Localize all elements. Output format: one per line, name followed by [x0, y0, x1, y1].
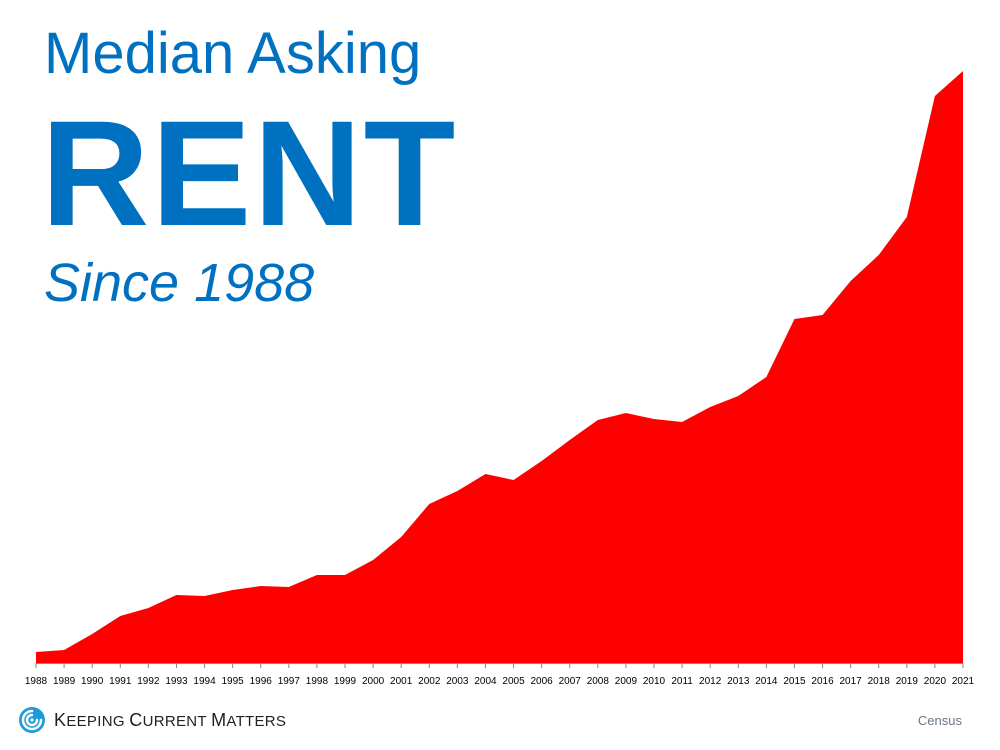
logo-letter: C	[129, 709, 143, 730]
x-tick-label: 1992	[137, 676, 160, 687]
x-tick-label: 1988	[25, 676, 48, 687]
logo-letter: K	[54, 709, 67, 730]
x-tick-label: 1998	[306, 676, 329, 687]
x-tick-label: 2014	[755, 676, 778, 687]
x-axis-labels: 1988 1989 1990 1991 1992 1993 1994 1995 1996 1997…	[25, 676, 975, 687]
logo-letters: EEPING	[66, 712, 130, 730]
x-tick-label: 2010	[643, 676, 666, 687]
x-tick-label: 1994	[193, 676, 216, 687]
x-tick-label: 1990	[81, 676, 104, 687]
x-tick-label: 2018	[868, 676, 891, 687]
x-tick-label: 2000	[362, 676, 385, 687]
x-tick-label: 1995	[222, 676, 245, 687]
x-tick-label: 1999	[334, 676, 357, 687]
x-tick-label: 2008	[587, 676, 610, 687]
x-tick-label: 2015	[783, 676, 806, 687]
logo-text: KEEPING CURRENT MATTERS	[54, 710, 286, 731]
x-tick-label: 2002	[418, 676, 441, 687]
x-tick-label: 1991	[109, 676, 132, 687]
x-tick-label: 2006	[531, 676, 554, 687]
x-tick-label: 1993	[165, 676, 188, 687]
x-tick-label: 2012	[699, 676, 722, 687]
title-median-asking: Median Asking	[44, 21, 422, 86]
x-tick-label: 2009	[615, 676, 638, 687]
title-since-1988: Since 1988	[44, 253, 315, 313]
rent-area-series	[36, 71, 963, 663]
x-tick-label: 1996	[250, 676, 273, 687]
x-tick-label: 2016	[811, 676, 834, 687]
x-tick-label: 2017	[840, 676, 863, 687]
x-tick-label: 2020	[924, 676, 947, 687]
area-chart: 1988 1989 1990 1991 1992 1993 1994 1995 1996 1997…	[25, 71, 975, 687]
title-rent: RENT	[41, 89, 458, 257]
x-tick-label: 2021	[952, 676, 975, 687]
swirl-icon	[19, 707, 45, 733]
x-tick-label: 2019	[896, 676, 919, 687]
x-tick-label: 2005	[502, 676, 525, 687]
x-tick-label: 1989	[53, 676, 76, 687]
x-tick-label: 2001	[390, 676, 413, 687]
logo-letters: URRENT	[142, 712, 212, 730]
x-tick-label: 1997	[278, 676, 301, 687]
kcm-logo: KEEPING CURRENT MATTERS	[18, 706, 286, 734]
x-tick-label: 2003	[446, 676, 469, 687]
source-label: Census	[917, 713, 962, 728]
x-tick-label: 2013	[727, 676, 750, 687]
logo-letter: M	[211, 709, 227, 730]
x-tick-label: 2007	[559, 676, 582, 687]
x-tick-label: 2004	[474, 676, 497, 687]
logo-letters: ATTERS	[226, 712, 287, 730]
x-tick-label: 2011	[671, 676, 693, 687]
x-axis-ticks	[35, 663, 964, 668]
